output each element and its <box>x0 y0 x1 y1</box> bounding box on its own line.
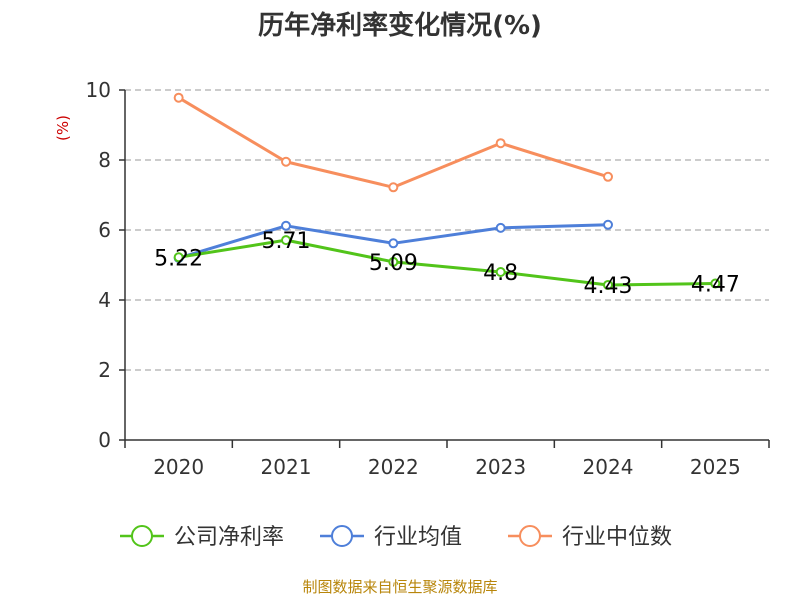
data-label: 4.47 <box>691 273 740 298</box>
legend-item-1[interactable]: 行业均值 <box>320 525 462 550</box>
legend-item-0[interactable]: 公司净利率 <box>120 525 284 550</box>
legend-item-2[interactable]: 行业中位数 <box>508 525 672 550</box>
data-point <box>495 222 506 233</box>
legend: 公司净利率 行业均值 行业中位数 <box>120 525 672 550</box>
x-tick-label: 2022 <box>368 455 419 479</box>
data-point <box>388 256 399 267</box>
data-labels: 5.22 5.71 5.09 4.8 4.43 4.47 <box>154 229 740 299</box>
series-line-2 <box>177 96 609 189</box>
axes: 0 2 4 6 8 10 2020 2021 2022 2023 2024 2025 <box>86 78 770 479</box>
data-point <box>281 156 291 167</box>
data-point <box>495 267 506 277</box>
x-tick-label: 2023 <box>475 455 526 479</box>
data-point <box>173 92 184 103</box>
x-tick-label: 2021 <box>261 455 312 479</box>
chart-title: 历年净利率变化情况(%) <box>258 10 542 41</box>
y-tick-label: 10 <box>86 78 111 102</box>
grid-lines <box>125 89 769 371</box>
data-point <box>388 238 399 249</box>
data-point <box>603 279 613 290</box>
y-tick-label: 4 <box>98 288 111 312</box>
legend-marker <box>331 525 353 547</box>
data-label: 5.09 <box>369 251 418 276</box>
data-label: 4.8 <box>483 261 518 286</box>
data-label: 4.43 <box>584 274 633 299</box>
series-lines <box>173 92 721 290</box>
y-tick-label: 0 <box>98 428 111 452</box>
x-tick-label: 2020 <box>153 455 204 479</box>
data-label: 5.71 <box>262 229 311 254</box>
data-label: 5.22 <box>154 246 203 271</box>
legend-label: 公司净利率 <box>174 525 284 550</box>
data-point <box>173 252 184 263</box>
series-line-0 <box>178 238 716 287</box>
data-point <box>281 220 291 231</box>
data-point <box>388 182 399 193</box>
legend-label: 行业均值 <box>374 525 462 550</box>
x-tick-label: 2025 <box>690 455 741 479</box>
y-tick-label: 2 <box>98 358 111 382</box>
y-axis-label: (%) <box>54 115 72 141</box>
data-point <box>281 235 291 246</box>
x-tick-label: 2024 <box>583 455 634 479</box>
data-point <box>495 138 506 149</box>
y-tick-label: 8 <box>98 148 111 172</box>
data-point <box>603 171 613 182</box>
data-point <box>710 278 721 289</box>
data-point <box>603 219 613 230</box>
legend-label: 行业中位数 <box>562 525 672 550</box>
y-tick-label: 6 <box>98 218 111 242</box>
legend-marker <box>519 525 541 547</box>
source-note: 制图数据来自恒生聚源数据库 <box>302 578 497 596</box>
legend-marker <box>131 525 153 547</box>
